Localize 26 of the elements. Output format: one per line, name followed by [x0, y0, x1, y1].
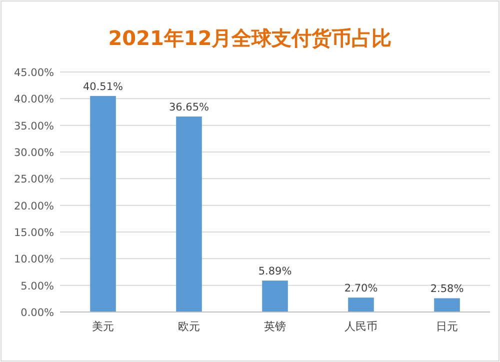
y-tick-label: 0.00% — [20, 307, 54, 319]
y-tick-label: 20.00% — [14, 200, 54, 212]
data-label: 5.89% — [258, 266, 292, 278]
y-tick-label: 10.00% — [14, 254, 54, 266]
x-tick-label: 美元 — [92, 320, 114, 333]
x-tick-label: 欧元 — [178, 320, 200, 333]
y-tick-label: 5.00% — [20, 280, 54, 292]
x-tick-label: 日元 — [436, 320, 458, 333]
chart-title: 2021年12月全球支付货币占比 — [108, 26, 392, 50]
data-label: 36.65% — [168, 102, 210, 114]
y-tick-label: 15.00% — [14, 227, 54, 239]
x-tick-label: 英镑 — [264, 320, 286, 333]
bar — [434, 298, 460, 312]
bar — [262, 280, 288, 312]
y-tick-label: 45.00% — [14, 67, 54, 79]
y-tick-label: 30.00% — [14, 147, 54, 159]
data-label: 2.70% — [344, 282, 378, 295]
data-label: 2.58% — [430, 283, 464, 296]
bar — [90, 96, 116, 312]
x-tick-label: 人民币 — [344, 320, 378, 333]
data-label: 40.51% — [82, 80, 124, 93]
y-tick-label: 35.00% — [14, 120, 54, 132]
bar — [348, 298, 374, 312]
y-tick-label: 25.00% — [14, 174, 54, 186]
y-tick-label: 40.00% — [14, 94, 54, 106]
bar — [176, 116, 202, 312]
